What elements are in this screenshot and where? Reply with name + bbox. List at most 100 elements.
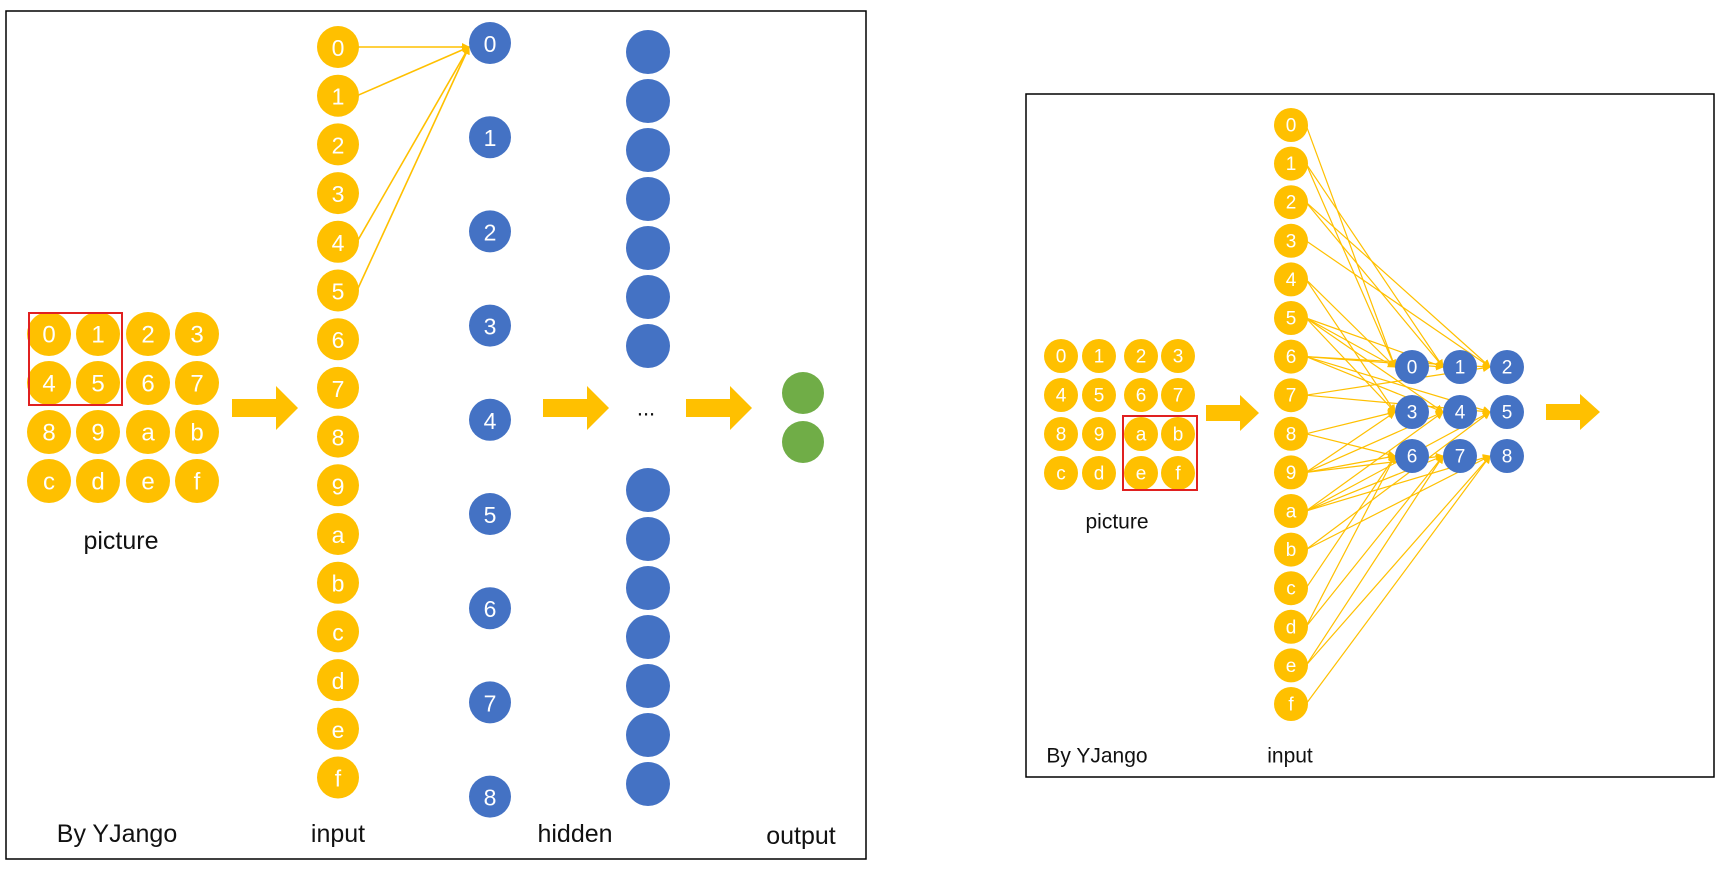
left-hidden-node-2: 2 — [469, 210, 511, 253]
right-edge-a-to-4 — [1305, 411, 1444, 512]
left-picture-cell-c-label: c — [43, 469, 55, 496]
left-picture-cell-9: 9 — [76, 410, 120, 454]
left-input-node-5-circle — [317, 269, 359, 312]
left-hidden-node-4: 4 — [469, 398, 511, 441]
left-hidden2-top-node-6-circle — [626, 275, 670, 319]
right-input-node-e: e — [1274, 648, 1308, 683]
right-edge-e-to-8 — [1305, 455, 1491, 666]
right-input-node-0-label: 0 — [1286, 116, 1297, 137]
left-hidden-node-7-circle — [469, 681, 511, 724]
right-hidden-node-2-label: 2 — [1502, 358, 1513, 379]
left-input-node-b-circle — [317, 561, 359, 604]
right-edge-5-to-4 — [1305, 317, 1444, 413]
right-input-node-a-circle — [1274, 494, 1308, 528]
right-picture-cell-4-circle — [1044, 378, 1078, 412]
left-picture-cell-6-circle — [126, 361, 170, 405]
right-input-node-4: 4 — [1274, 262, 1308, 297]
left-hidden-node-5: 5 — [469, 493, 511, 535]
right-hidden-node-4-circle — [1443, 395, 1477, 429]
left-picture-cell-b-circle — [175, 410, 219, 454]
right-picture-cell-6: 6 — [1124, 378, 1158, 412]
left-input-node-0-circle — [317, 26, 359, 68]
left-input-node-3-label: 3 — [332, 181, 345, 207]
right-edge-0-to-0 — [1305, 124, 1397, 368]
right-edge-8-to-3 — [1305, 409, 1396, 435]
right-picture-cell-0-circle — [1044, 339, 1078, 373]
left-hidden2-bottom-node-7-circle — [626, 762, 670, 806]
right-picture-cell-a-label: a — [1136, 425, 1147, 446]
right-hidden-node-3-circle — [1395, 395, 1429, 429]
right-edge-9-to-6 — [1305, 453, 1396, 473]
left-hidden-node-7-label: 7 — [484, 690, 497, 716]
left-connections — [356, 43, 470, 291]
right-hidden-node-4-label: 4 — [1455, 403, 1466, 424]
right-picture-cell-3-label: 3 — [1173, 347, 1184, 368]
right-input-node-d: d — [1274, 609, 1308, 644]
left-output-layer — [782, 372, 824, 463]
left-hidden2-top-node-4-circle — [626, 177, 670, 221]
left-picture-cell-d-label: d — [91, 469, 104, 496]
right-picture-cell-b-label: b — [1173, 425, 1184, 446]
right-picture-cell-3-circle — [1161, 339, 1195, 373]
left-hidden2-top-node-2 — [626, 79, 670, 123]
right-hidden-node-1-circle — [1443, 350, 1477, 384]
right-hidden-node-5: 5 — [1490, 395, 1524, 429]
right-picture-cell-3: 3 — [1161, 339, 1195, 373]
left-input-node-0-label: 0 — [332, 35, 345, 61]
left-input-node-6-label: 6 — [332, 327, 345, 353]
left-hidden-node-8-circle — [469, 775, 511, 818]
left-input-node-4-label: 4 — [332, 230, 345, 256]
left-input-node-1-label: 1 — [332, 84, 345, 110]
left-input-node-5: 5 — [317, 269, 359, 312]
left-picture-cell-8-label: 8 — [42, 420, 55, 447]
left-picture-cell-b-label: b — [190, 420, 203, 447]
left-picture-cell-8-circle — [27, 410, 71, 454]
right-picture-cell-4: 4 — [1044, 378, 1078, 412]
right-edge-3-to-2 — [1305, 240, 1491, 368]
right-edge-1-to-0 — [1305, 163, 1396, 368]
left-picture-cell-e: e — [126, 459, 170, 503]
right-picture-cell-9-label: 9 — [1094, 425, 1105, 446]
right-input-label: input — [1267, 745, 1313, 768]
left-input-node-6: 6 — [317, 318, 359, 361]
left-picture-cell-6: 6 — [126, 361, 170, 405]
left-hidden-node-0-label: 0 — [484, 31, 497, 57]
left-input-node-c-label: c — [332, 619, 344, 645]
left-input-node-4-circle — [317, 220, 359, 263]
left-hidden-node-3-circle — [469, 304, 511, 347]
right-hidden-node-0-circle — [1395, 350, 1429, 384]
left-input-node-d-circle — [317, 659, 359, 702]
right-input-node-1-label: 1 — [1286, 154, 1297, 175]
right-input-node-3-label: 3 — [1286, 231, 1297, 252]
left-picture-cell-6-label: 6 — [141, 371, 154, 398]
left-picture-cell-2: 2 — [126, 312, 170, 356]
right-picture-cell-f-label: f — [1175, 464, 1181, 485]
left-picture-cell-3-circle — [175, 312, 219, 356]
left-hidden-node-8: 8 — [469, 775, 511, 818]
left-hidden2-bottom-node-4-circle — [626, 615, 670, 659]
left-hidden2-top-node-5 — [626, 226, 670, 270]
left-input-node-a: a — [317, 513, 359, 555]
left-input-node-3: 3 — [317, 172, 359, 215]
left-output-node-1-circle — [782, 372, 824, 414]
left-hidden-node-6-label: 6 — [484, 596, 497, 622]
left-picture-cell-2-circle — [126, 312, 170, 356]
left-input-node-8: 8 — [317, 415, 359, 458]
left-hidden2-bottom-node-1-circle — [626, 468, 670, 512]
right-picture-cell-2-circle — [1124, 339, 1158, 373]
left-picture-caption: picture — [83, 527, 158, 555]
right-picture-cell-0: 0 — [1044, 339, 1078, 373]
right-picture-cell-6-label: 6 — [1136, 386, 1147, 407]
left-picture-cell-4: 4 — [27, 361, 71, 405]
left-input-node-8-circle — [317, 415, 359, 458]
left-picture-cell-a-circle — [126, 410, 170, 454]
left-output-node-1 — [782, 372, 824, 414]
right-panel-frame — [1025, 93, 1715, 778]
right-edge-c-to-6 — [1305, 455, 1396, 589]
right-input-node-c-label: c — [1286, 579, 1296, 600]
left-hidden2-bottom-node-4 — [626, 615, 670, 659]
left-input-node-c-circle — [317, 610, 359, 653]
right-picture-cell-c-circle — [1044, 456, 1078, 490]
